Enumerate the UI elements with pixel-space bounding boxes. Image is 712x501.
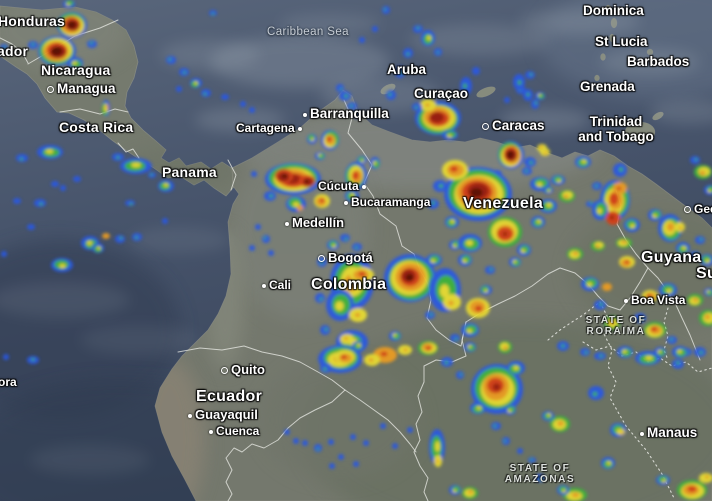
cloud-layer (0, 9, 712, 475)
